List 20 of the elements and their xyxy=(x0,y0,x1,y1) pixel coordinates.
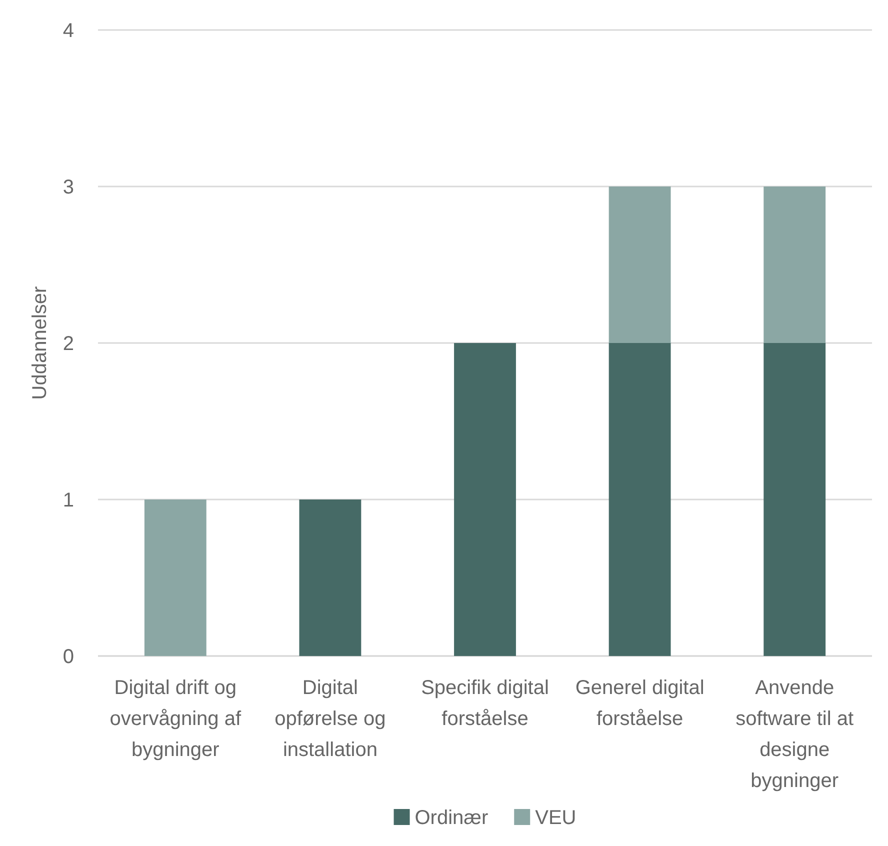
bar xyxy=(764,343,826,656)
x-tick-label: Anvende software til at designe bygninger xyxy=(736,677,854,792)
y-tick-label: 2 xyxy=(62,333,74,355)
x-tick-label: Specifik digital forståelse xyxy=(421,677,549,730)
y-tick-label: 1 xyxy=(62,490,74,512)
y-axis-title: Uddannelser xyxy=(29,286,51,400)
x-tick-label: Generel digital forståelse xyxy=(575,677,704,730)
bar xyxy=(299,500,362,656)
legend-label: VEU xyxy=(535,807,576,829)
bar xyxy=(608,186,671,343)
x-tick-label: Digital drift og overvågning af bygninger xyxy=(110,677,242,761)
bar xyxy=(144,500,206,656)
bar xyxy=(608,343,671,656)
y-tick-label: 0 xyxy=(62,646,74,668)
y-tick-label: 3 xyxy=(62,176,74,198)
bar xyxy=(454,343,516,656)
x-tick-label: Digital opførelse og installation xyxy=(274,677,386,761)
bar xyxy=(764,186,826,343)
y-tick-label: 4 xyxy=(62,20,74,42)
legend-label: Ordinær xyxy=(414,807,488,829)
